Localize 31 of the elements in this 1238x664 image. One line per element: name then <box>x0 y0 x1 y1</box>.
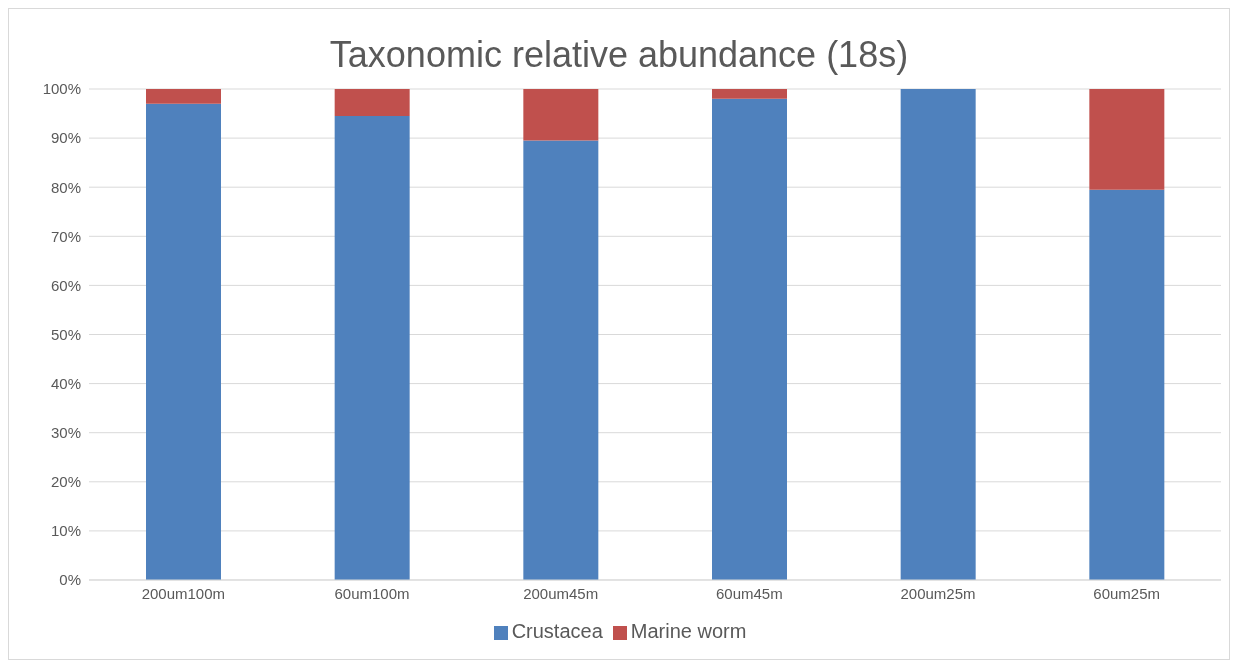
x-tick-label: 200um25m <box>900 584 976 602</box>
y-tick-label: 90% <box>50 129 81 147</box>
x-tick-label: 60um25m <box>1093 584 1161 602</box>
x-tick-label: 200um100m <box>141 584 226 602</box>
bar <box>334 116 410 580</box>
bar <box>146 103 221 580</box>
bar <box>523 89 599 141</box>
y-tick-label: 30% <box>50 424 81 442</box>
y-tick-label: 40% <box>50 374 81 392</box>
bar <box>900 89 976 580</box>
y-tick-label: 70% <box>50 227 81 245</box>
bar <box>712 89 787 99</box>
y-tick-label: 60% <box>50 276 81 294</box>
y-tick-label: 10% <box>50 522 81 540</box>
legend-label: Marine worm <box>630 620 747 642</box>
legend-label: Crustacea <box>511 620 603 642</box>
x-tick-label: 60um100m <box>334 584 410 602</box>
y-tick-label: 80% <box>50 178 81 196</box>
bar <box>712 98 787 580</box>
y-tick-label: 20% <box>50 473 81 491</box>
y-tick-label: 0% <box>59 571 81 589</box>
chart-title: Taxonomic relative abundance (18s) <box>328 33 910 75</box>
x-tick-label: 60um45m <box>715 584 783 602</box>
bar <box>1089 189 1165 580</box>
y-tick-label: 100% <box>42 80 81 98</box>
bar <box>1089 89 1165 190</box>
bar <box>334 89 410 117</box>
bar <box>523 140 599 580</box>
bar <box>146 89 221 104</box>
x-tick-label: 200um45m <box>523 584 599 602</box>
y-tick-label: 50% <box>50 325 81 343</box>
